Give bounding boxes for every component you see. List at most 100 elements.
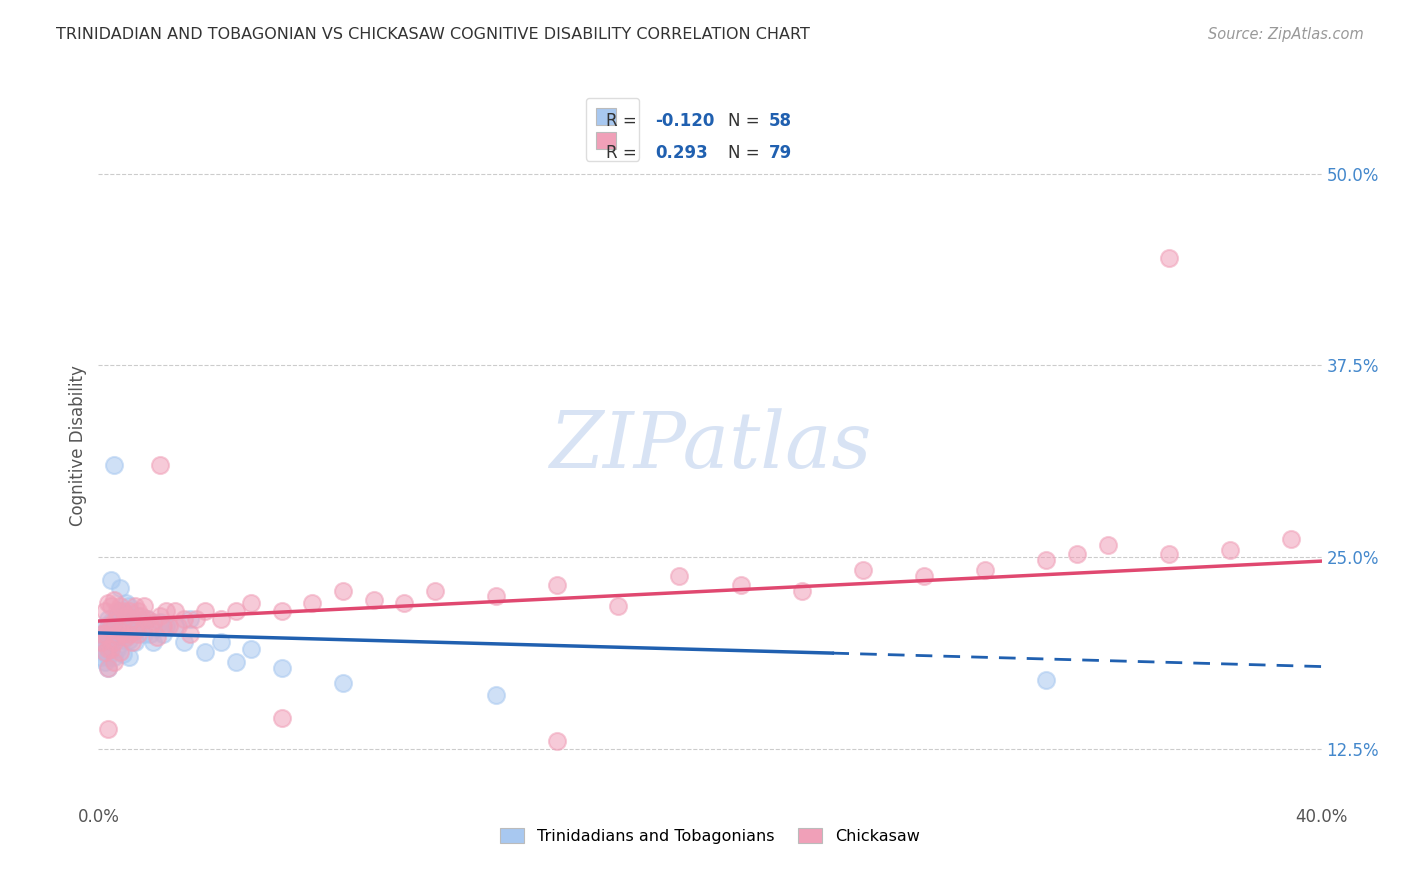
- Point: [121, 612, 143, 626]
- Point: [108, 630, 131, 644]
- Point: [485, 689, 508, 703]
- Point: [1219, 542, 1241, 557]
- Point: [134, 619, 156, 633]
- Point: [111, 633, 134, 648]
- Point: [157, 619, 180, 633]
- Text: TRINIDADIAN AND TOBAGONIAN VS CHICKASAW COGNITIVE DISABILITY CORRELATION CHART: TRINIDADIAN AND TOBAGONIAN VS CHICKASAW …: [56, 27, 810, 42]
- Point: [97, 661, 120, 675]
- Point: [194, 645, 217, 659]
- Point: [127, 604, 149, 618]
- Point: [90, 634, 112, 648]
- Point: [136, 612, 159, 626]
- Point: [270, 604, 292, 618]
- Point: [90, 642, 112, 657]
- Point: [103, 458, 125, 473]
- Point: [100, 630, 122, 644]
- Point: [1035, 673, 1057, 687]
- Point: [115, 608, 138, 623]
- Point: [108, 624, 131, 638]
- Text: ZIPatlas: ZIPatlas: [548, 408, 872, 484]
- Y-axis label: Cognitive Disability: Cognitive Disability: [69, 366, 87, 526]
- Point: [127, 627, 149, 641]
- Point: [97, 661, 120, 675]
- Point: [149, 615, 172, 629]
- Point: [173, 612, 195, 626]
- Point: [93, 655, 115, 669]
- Point: [97, 650, 120, 665]
- Point: [103, 650, 125, 665]
- Point: [1066, 547, 1088, 561]
- Point: [546, 578, 568, 592]
- Point: [173, 634, 195, 648]
- Point: [100, 642, 122, 657]
- Point: [103, 634, 125, 648]
- Point: [134, 599, 156, 614]
- Point: [115, 624, 138, 638]
- Point: [108, 599, 131, 614]
- Text: -0.120: -0.120: [655, 112, 714, 130]
- Point: [152, 627, 174, 641]
- Point: [363, 593, 385, 607]
- Point: [108, 645, 131, 659]
- Point: [93, 634, 115, 648]
- Point: [118, 599, 141, 614]
- Point: [152, 619, 174, 633]
- Point: [1157, 547, 1180, 561]
- Point: [139, 619, 162, 633]
- Point: [790, 584, 813, 599]
- Point: [179, 612, 201, 626]
- Point: [139, 627, 162, 641]
- Point: [118, 627, 141, 641]
- Point: [301, 596, 323, 610]
- Point: [103, 634, 125, 648]
- Point: [105, 608, 128, 623]
- Point: [90, 634, 112, 648]
- Point: [142, 634, 165, 648]
- Point: [97, 640, 120, 654]
- Point: [124, 624, 146, 638]
- Point: [105, 604, 128, 618]
- Point: [179, 627, 201, 641]
- Point: [115, 630, 138, 644]
- Point: [332, 584, 354, 599]
- Point: [105, 642, 128, 657]
- Point: [100, 574, 122, 588]
- Point: [93, 604, 115, 618]
- Point: [111, 615, 134, 629]
- Point: [186, 612, 208, 626]
- Point: [155, 619, 177, 633]
- Point: [974, 562, 997, 576]
- Point: [97, 627, 120, 641]
- Point: [155, 604, 177, 618]
- Point: [209, 612, 232, 626]
- Point: [97, 596, 120, 610]
- Point: [93, 619, 115, 633]
- Point: [118, 633, 141, 648]
- Point: [1097, 538, 1119, 552]
- Point: [270, 661, 292, 675]
- Point: [111, 627, 134, 641]
- Text: Source: ZipAtlas.com: Source: ZipAtlas.com: [1208, 27, 1364, 42]
- Point: [105, 627, 128, 641]
- Point: [111, 647, 134, 661]
- Point: [97, 612, 120, 626]
- Text: N =: N =: [728, 112, 765, 130]
- Point: [90, 627, 112, 641]
- Point: [668, 568, 690, 582]
- Point: [100, 642, 122, 657]
- Point: [485, 589, 508, 603]
- Point: [145, 630, 167, 644]
- Point: [118, 650, 141, 665]
- Point: [194, 604, 217, 618]
- Point: [136, 612, 159, 626]
- Point: [105, 627, 128, 641]
- Point: [1279, 532, 1302, 546]
- Point: [149, 458, 172, 473]
- Point: [97, 619, 120, 633]
- Point: [124, 634, 146, 648]
- Point: [124, 619, 146, 633]
- Text: 79: 79: [769, 145, 792, 162]
- Point: [129, 608, 152, 623]
- Point: [108, 604, 131, 618]
- Point: [108, 581, 131, 595]
